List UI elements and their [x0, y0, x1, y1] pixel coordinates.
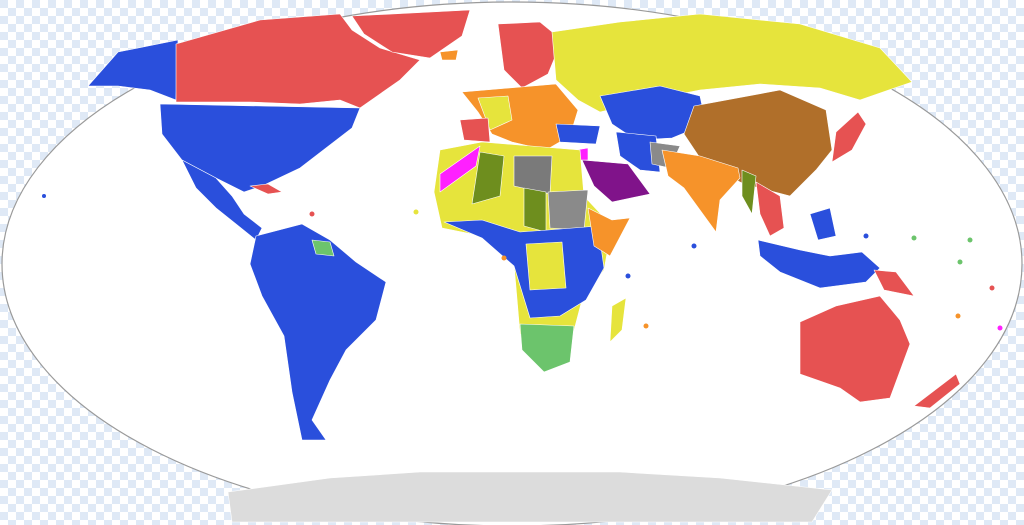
indonesia — [757, 239, 881, 289]
south-africa — [519, 323, 575, 373]
south-america — [249, 223, 387, 441]
island — [691, 243, 697, 249]
island — [997, 325, 1003, 331]
mexico-central-america — [181, 159, 263, 241]
australia — [799, 295, 911, 403]
madagascar — [609, 297, 627, 343]
turkey — [555, 123, 601, 145]
island — [967, 237, 973, 243]
island — [911, 235, 917, 241]
india — [661, 149, 741, 233]
russia — [551, 13, 913, 113]
chad — [523, 187, 547, 233]
southeast-asia — [755, 181, 785, 237]
sudan — [547, 189, 589, 231]
island — [989, 285, 995, 291]
guianas — [311, 239, 335, 257]
island — [42, 194, 46, 198]
japan — [831, 111, 867, 163]
greenland — [351, 9, 471, 59]
mali — [471, 151, 505, 205]
drc — [525, 241, 567, 291]
canada — [175, 13, 421, 109]
island — [501, 255, 507, 261]
iceland — [439, 49, 459, 61]
island — [625, 273, 631, 279]
new-zealand — [913, 373, 961, 409]
myanmar — [741, 169, 757, 215]
island — [643, 323, 649, 329]
island — [957, 259, 963, 265]
scandinavia — [497, 21, 563, 89]
iran — [615, 131, 661, 173]
cuba — [249, 183, 283, 195]
countries — [87, 9, 961, 523]
central-africa — [443, 219, 605, 319]
islands — [42, 194, 1003, 331]
philippines — [809, 207, 837, 241]
island — [413, 209, 419, 215]
iberia — [459, 117, 491, 143]
horn-of-africa — [587, 207, 631, 257]
island — [955, 313, 961, 319]
papua-new-guinea — [873, 269, 915, 297]
antarctica — [227, 471, 833, 523]
island — [309, 211, 315, 217]
arabia — [581, 159, 651, 203]
island — [863, 233, 869, 239]
morocco — [439, 145, 481, 193]
